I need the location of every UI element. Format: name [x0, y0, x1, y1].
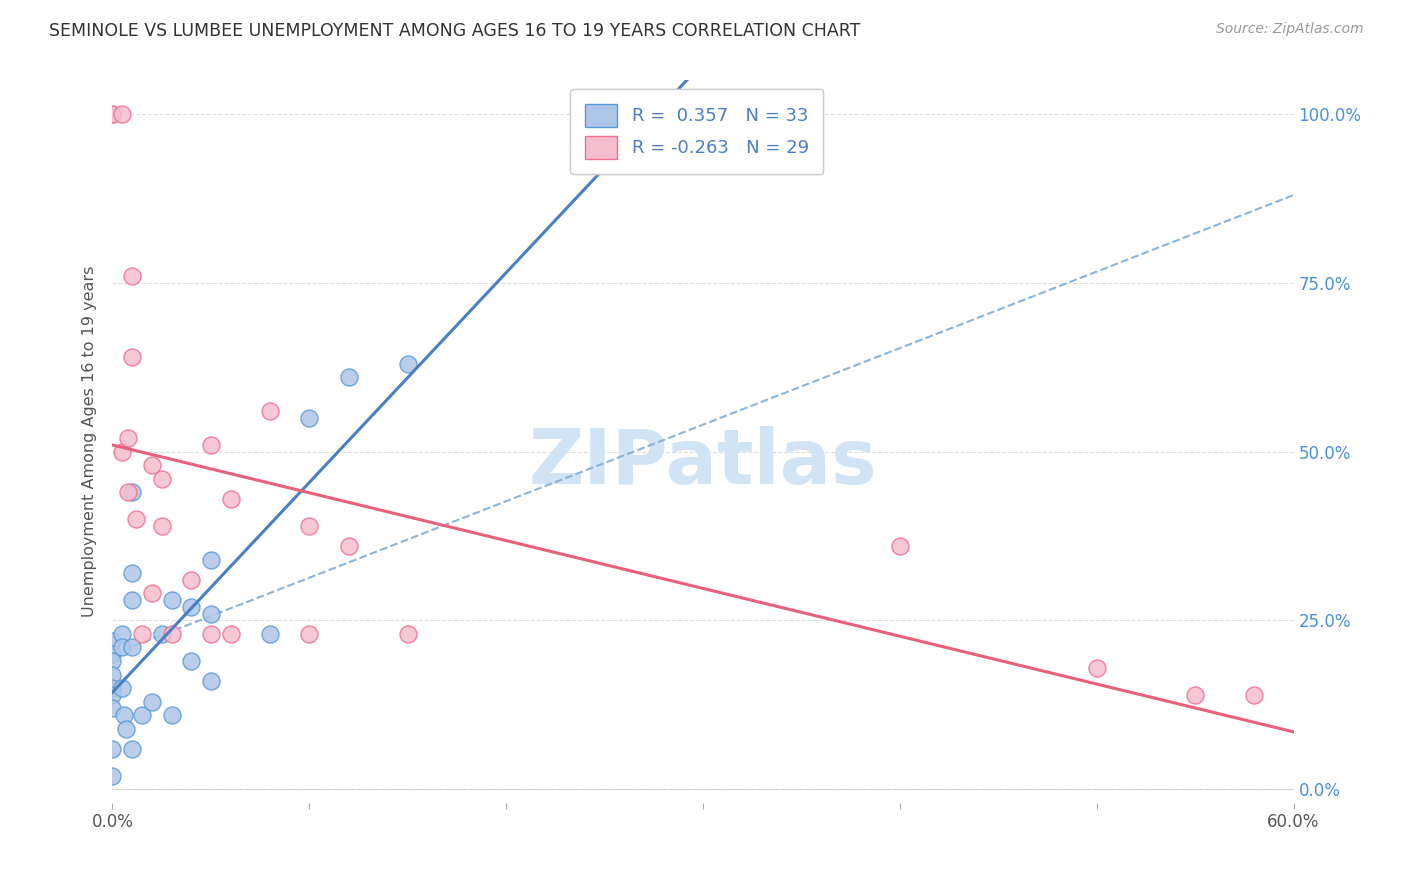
Point	[259, 404, 281, 418]
Point	[200, 607, 222, 621]
Point	[1184, 688, 1206, 702]
Point	[125, 512, 148, 526]
Point	[121, 640, 143, 655]
Point	[121, 741, 143, 756]
Y-axis label: Unemployment Among Ages 16 to 19 years: Unemployment Among Ages 16 to 19 years	[82, 266, 97, 617]
Point	[101, 647, 124, 661]
Point	[121, 269, 143, 284]
Point	[1243, 688, 1265, 702]
Point	[101, 654, 124, 668]
Point	[160, 708, 183, 723]
Point	[121, 350, 143, 364]
Text: SEMINOLE VS LUMBEE UNEMPLOYMENT AMONG AGES 16 TO 19 YEARS CORRELATION CHART: SEMINOLE VS LUMBEE UNEMPLOYMENT AMONG AG…	[49, 22, 860, 40]
Point	[337, 539, 360, 553]
Point	[160, 627, 183, 641]
Point	[131, 708, 153, 723]
Point	[396, 627, 419, 641]
Point	[117, 485, 139, 500]
Point	[337, 370, 360, 384]
Point	[121, 593, 143, 607]
Point	[117, 431, 139, 445]
Point	[101, 688, 124, 702]
Point	[121, 566, 143, 581]
Point	[298, 519, 321, 533]
Point	[101, 107, 124, 121]
Point	[150, 519, 173, 533]
Point	[131, 627, 153, 641]
Point	[101, 769, 124, 783]
Point	[101, 667, 124, 681]
Point	[160, 593, 183, 607]
Point	[200, 438, 222, 452]
Text: Source: ZipAtlas.com: Source: ZipAtlas.com	[1216, 22, 1364, 37]
Point	[150, 627, 173, 641]
Point	[200, 627, 222, 641]
Point	[111, 107, 134, 121]
Point	[180, 654, 202, 668]
Point	[101, 681, 124, 695]
Point	[141, 586, 163, 600]
Point	[259, 627, 281, 641]
Point	[180, 599, 202, 614]
Point	[111, 640, 134, 655]
Point	[121, 485, 143, 500]
Point	[396, 357, 419, 371]
Point	[111, 627, 134, 641]
Point	[200, 674, 222, 689]
Point	[111, 444, 134, 458]
Point	[112, 708, 135, 723]
Point	[111, 681, 134, 695]
Point	[141, 694, 163, 708]
Text: ZIPatlas: ZIPatlas	[529, 426, 877, 500]
Point	[180, 573, 202, 587]
Point	[115, 722, 138, 736]
Point	[298, 411, 321, 425]
Point	[150, 472, 173, 486]
Point	[101, 741, 124, 756]
Point	[141, 458, 163, 472]
Point	[101, 701, 124, 715]
Point	[298, 627, 321, 641]
Point	[101, 107, 124, 121]
Point	[219, 627, 242, 641]
Point	[1085, 661, 1108, 675]
Point	[219, 491, 242, 506]
Point	[200, 552, 222, 566]
Point	[889, 539, 911, 553]
Point	[101, 633, 124, 648]
Legend: R =  0.357   N = 33, R = -0.263   N = 29: R = 0.357 N = 33, R = -0.263 N = 29	[571, 89, 824, 174]
